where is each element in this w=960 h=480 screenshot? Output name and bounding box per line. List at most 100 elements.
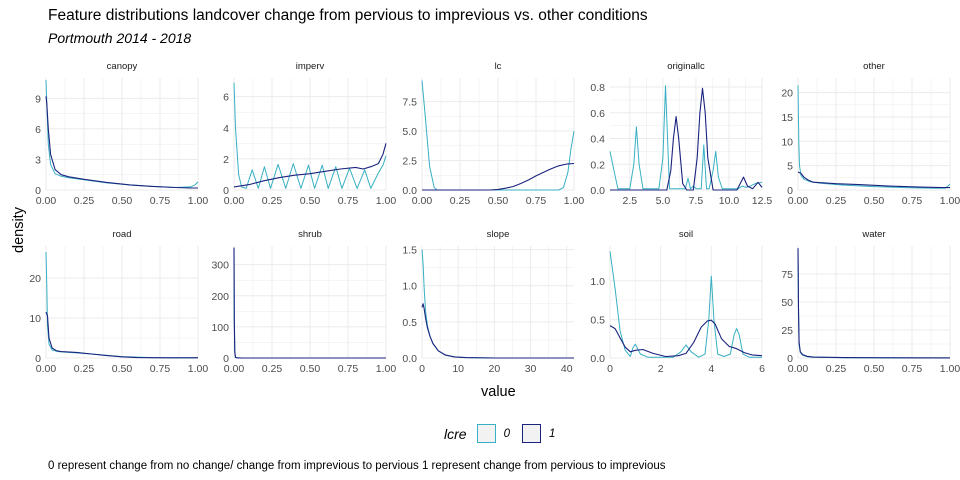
x-tick-label: 2 [658,363,664,375]
y-tick-label: 6 [223,92,229,104]
x-tick-label: 0.50 [300,363,321,375]
density-line-lcre-1 [797,248,951,359]
x-tick-label: 0.25 [262,195,283,207]
x-tick-label: 0.00 [412,195,433,207]
density-line-lcre-0 [609,251,762,358]
facet-other: other 0.00 0.25 0.50 0.75 1.00 0 5 10 15 20 [781,61,960,207]
x-tick-label: 2.5 [623,195,638,207]
y-tick-label: 5 [787,161,793,173]
x-tick-label: 7.5 [689,195,704,207]
x-tick-label: 0.75 [338,363,359,375]
facet-strip-label: road [112,229,131,240]
y-tick-label: 7.5 [402,97,417,109]
y-tick-label: 10 [781,136,793,148]
y-tick-label: 0.8 [590,82,605,94]
x-tick-label: 30 [525,363,537,375]
y-tick-label: 0 [223,185,229,197]
facet-imperv: imperv 0.00 0.25 0.50 0.75 1.00 0 2 4 6 [223,61,396,207]
facet-strip-label: other [863,61,885,72]
x-tick-label: 1.00 [376,195,397,207]
y-tick-label: 0 [35,185,41,197]
density-line-lcre-1 [609,319,763,358]
facet-strip-label: imperv [296,61,325,72]
facet-shrub: shrub 0.00 0.25 0.50 0.75 1.00 0 100 200 300 [211,229,396,375]
x-tick-label: 0 [419,363,425,375]
density-line-lcre-1 [421,303,574,359]
x-tick-label: 12.5 [752,195,773,207]
legend-label-1: 1 [548,427,556,440]
y-tick-label: 9 [35,93,41,105]
x-tick-label: 0.75 [150,195,171,207]
y-tick-label: 0 [787,185,793,197]
y-tick-label: 0.4 [590,134,605,146]
y-tick-label: 10 [29,313,41,325]
x-tick-label: 1.00 [376,363,397,375]
legend-key-0 [476,424,496,443]
facet-strip-label: lc [495,61,502,72]
x-axis-label: value [481,384,516,400]
y-tick-label: 0.0 [590,185,605,197]
y-tick-label: 0.6 [590,108,605,120]
chart-title: Feature distributions landcover change f… [48,7,648,24]
caption: 0 represent change from no change/ chang… [48,460,666,472]
y-tick-label: 0.5 [402,317,417,329]
y-tick-label: 1.5 [402,245,417,257]
y-tick-label: 3 [35,154,41,166]
y-tick-label: 20 [29,273,41,285]
x-tick-label: 0.00 [224,195,245,207]
facet-strip-label: soil [679,229,693,240]
facet-canopy: canopy 0.00 0.25 0.50 0.75 1.00 0 3 6 9 [35,61,208,207]
x-tick-label: 0.75 [902,363,923,375]
x-tick-label: 0.00 [36,363,57,375]
y-tick-label: 100 [211,322,229,334]
y-tick-label: 4 [223,123,229,135]
y-axis-label: density [10,207,27,253]
x-tick-label: 0.75 [526,195,547,207]
facet-road: road 0.00 0.25 0.50 0.75 1.00 0 10 20 [29,229,208,375]
x-tick-label: 0.75 [902,195,923,207]
y-tick-label: 1.0 [590,276,605,288]
x-tick-label: 0.75 [338,195,359,207]
x-tick-label: 1.00 [940,363,960,375]
legend-label-0: 0 [503,427,510,440]
density-line-lcre-1 [45,311,198,359]
x-tick-label: 0.75 [150,363,171,375]
x-tick-label: 0.50 [300,195,321,207]
y-tick-label: 6 [35,124,41,136]
y-tick-label: 25 [781,325,793,337]
x-tick-label: 6 [759,363,765,375]
x-tick-label: 1.00 [188,195,209,207]
facet-slope: slope 0 10 20 30 40 0.0 0.5 1.0 1.5 [402,229,574,375]
y-tick-label: 75 [781,269,793,281]
facet-strip-label: shrub [298,229,322,240]
density-line-lcre-1 [610,87,763,191]
y-tick-label: 20 [781,88,793,100]
y-tick-label: 0.0 [590,353,605,365]
x-tick-label: 0.50 [112,363,133,375]
x-tick-label: 4 [708,363,714,375]
facet-strip-label: water [861,229,885,240]
y-tick-label: 2 [223,154,229,166]
x-tick-label: 0.25 [74,195,95,207]
x-tick-label: 0.25 [826,363,847,375]
x-tick-label: 0.50 [864,195,885,207]
density-line-lcre-1 [422,162,575,191]
density-line-lcre-1 [797,171,950,189]
y-tick-label: 300 [211,260,229,272]
facet-water: water 0.00 0.25 0.50 0.75 1.00 0 25 50 75 [781,229,960,375]
y-tick-label: 50 [781,297,793,309]
x-tick-label: 40 [561,363,573,375]
x-tick-label: 0.00 [36,195,57,207]
x-tick-label: 1.00 [564,195,585,207]
x-tick-label: 0.50 [864,363,885,375]
y-tick-label: 0.0 [402,185,417,197]
x-tick-label: 0.50 [488,195,509,207]
chart-subtitle: Portmouth 2014 - 2018 [48,30,192,46]
x-tick-label: 0.25 [74,363,95,375]
x-tick-label: 5.0 [656,195,671,207]
x-tick-label: 1.00 [188,363,209,375]
density-line-lcre-1 [233,143,387,188]
y-tick-label: 0.2 [590,159,605,171]
legend: lcre 0 1 [444,424,567,443]
legend-title: lcre [444,425,467,442]
